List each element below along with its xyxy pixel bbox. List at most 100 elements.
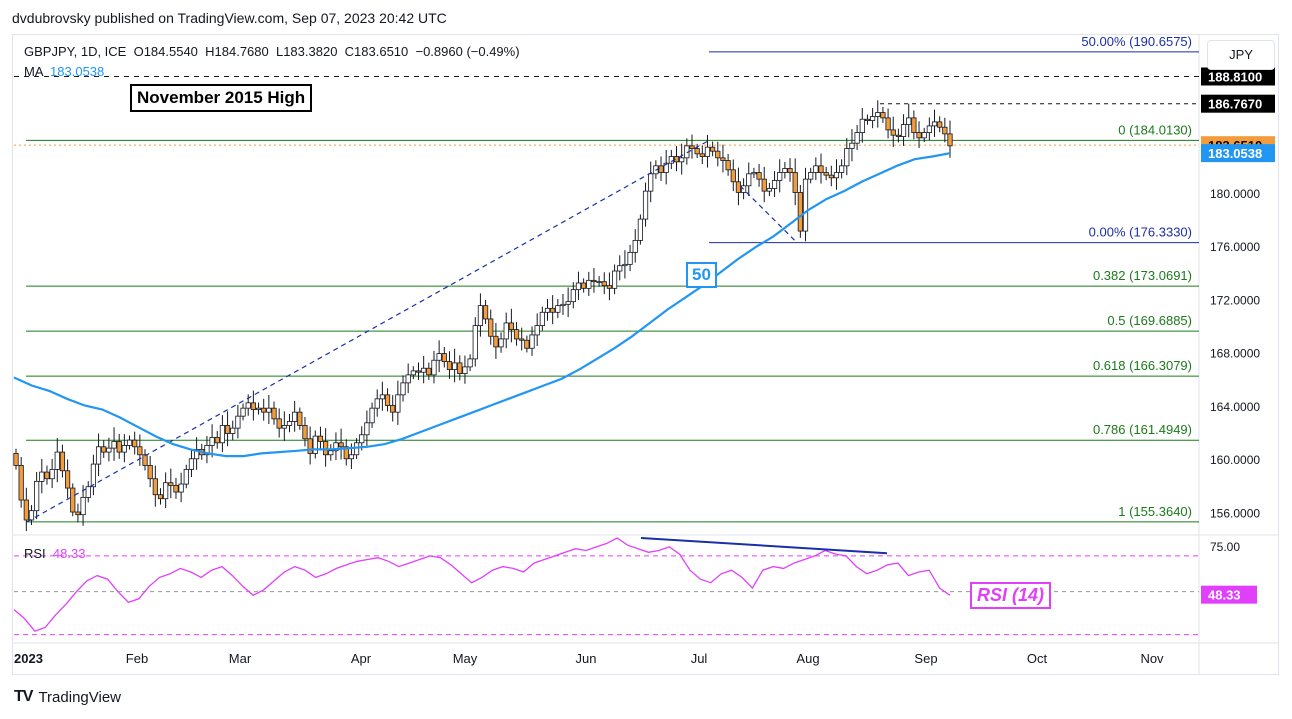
candle-body [415,370,422,373]
candle-body [921,132,927,139]
y-tick-label: 180.0000 [1210,187,1260,201]
candle-body [658,165,664,173]
candle-body [266,407,272,413]
candle-body [188,458,195,470]
candle-body [859,118,865,133]
x-tick-label: Oct [1027,651,1048,666]
candle-body [766,188,772,192]
x-tick-label: Jul [691,651,708,666]
candle-body [715,150,721,159]
candle-body [544,307,551,313]
candle-body [374,398,380,409]
candle-body [431,359,437,376]
candle-body [271,407,277,420]
candle-body [276,418,282,429]
candle-body [333,442,339,452]
candle-body [126,439,133,446]
candle-body [668,156,674,164]
candle-body [44,471,50,480]
candle-body [694,148,700,155]
candle-body [281,425,287,429]
candle-body [348,454,355,460]
candle-body [286,421,293,426]
candle-body [802,178,809,232]
candle-body [204,445,210,456]
candle-body [121,445,127,453]
fib-level-label: 0.618 (166.3079) [1093,358,1192,373]
candle-body [18,465,24,501]
candle-body [818,165,824,173]
candle-body [168,482,174,486]
candle-body [947,133,953,147]
symbol-legend: GBPJPY, 1D, ICE O184.5540 H184.7680 L183… [24,44,520,59]
candle-body [689,145,695,149]
price-tag-label: 188.8100 [1208,69,1262,84]
ma-legend: MA 183.0538 [24,64,104,79]
candle-body [482,305,489,320]
tradingview-logo-icon: TV [14,688,33,705]
candle-body [519,338,525,341]
rsi-legend-label: RSI [24,546,46,561]
x-tick-label: 2023 [14,651,43,666]
y-tick-label: 160.0000 [1210,453,1260,467]
candle-body [13,453,19,466]
rsi-title-label: RSI (14) [970,582,1052,609]
currency-button[interactable]: JPY [1207,40,1275,70]
candle-body [906,117,912,125]
candle-body [70,487,76,513]
candle-body [34,481,40,512]
x-tick-label: Jun [576,651,597,666]
candle-body [503,322,509,340]
candle-body [183,469,189,485]
y-tick-label: 164.0000 [1210,400,1260,414]
candle-body [436,353,442,361]
november-high-label: November 2015 High [130,84,313,112]
candle-body [854,132,860,144]
footer-brand[interactable]: TV TradingView [14,688,121,706]
candle-body [756,172,762,180]
candle-body [467,358,473,368]
candle-body [75,511,81,516]
candle-body [792,172,798,193]
candle-body [885,117,891,131]
candle-body [23,499,29,521]
candle-body [761,178,767,192]
candle-body [911,117,917,133]
candle-body [28,510,35,521]
candle-body [575,282,582,291]
candle-body [508,322,514,331]
candle-body [111,441,117,449]
ma-legend-value: 183.0538 [50,64,105,79]
candle-body [147,465,153,480]
candle-body [323,441,329,456]
footer-brand-name: TradingView [38,688,121,706]
candle-body [163,482,169,500]
candle-body [421,367,427,373]
candle-body [405,374,411,384]
candle-body [219,425,226,444]
candle-body [498,338,504,348]
candle-body [782,168,788,173]
candle-body [771,180,778,189]
candle-body [395,394,401,413]
x-tick-label: Sep [914,651,937,666]
fib-level-label: 0 (184.0130) [1118,122,1192,137]
candle-body [137,446,143,456]
candle-body [90,463,97,488]
rsi-divergence-line [640,537,888,555]
y-tick-label: 156.0000 [1210,506,1260,520]
candle-body [560,303,566,307]
candle-body [890,129,896,136]
candle-body [586,279,592,289]
price-tag-label: 186.7670 [1208,97,1262,112]
candle-body [472,325,478,360]
candle-body [699,153,705,157]
candle-body [80,496,86,516]
candle-body [400,382,406,396]
candle-body [250,402,256,410]
fib-level-label: 50.00% (190.6575) [1081,34,1192,49]
x-tick-label: Mar [229,651,252,666]
x-tick-label: May [453,651,478,666]
candle-body [328,450,334,456]
